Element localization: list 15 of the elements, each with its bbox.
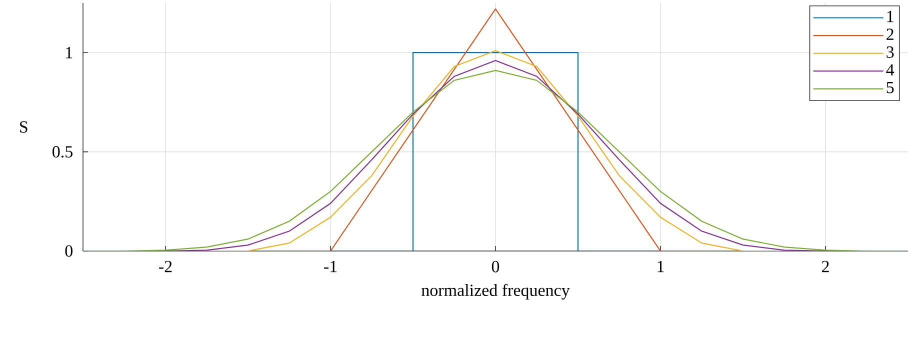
y-tick-label: 0 <box>65 245 72 257</box>
x-tick-label: 0 <box>492 260 500 272</box>
y-tick-label: 0.5 <box>52 146 72 158</box>
y-tick-label: 1 <box>66 46 72 58</box>
legend-label: 4 <box>886 64 894 76</box>
x-tick-label: 1 <box>658 260 664 272</box>
legend-label: 5 <box>886 82 894 94</box>
x-axis-title: normalized frequency <box>422 284 570 300</box>
x-tick-label: -2 <box>159 260 172 272</box>
x-tick-label: -1 <box>324 260 337 272</box>
legend-label: 2 <box>886 28 894 40</box>
legend-label: 3 <box>886 46 894 58</box>
y-axis-title: S <box>20 121 28 133</box>
legend-label: 1 <box>887 10 894 22</box>
x-tick-label: 2 <box>822 260 829 272</box>
